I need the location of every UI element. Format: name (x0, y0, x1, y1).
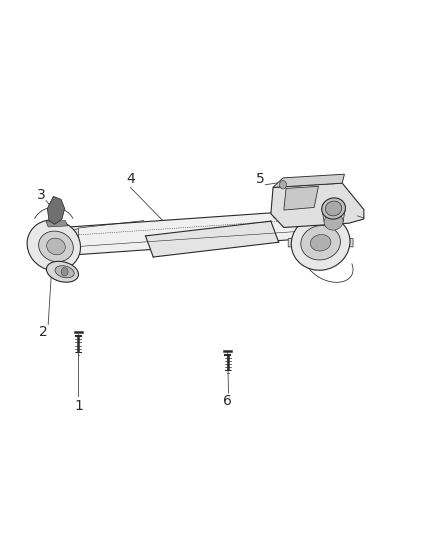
Ellipse shape (46, 261, 78, 282)
Polygon shape (284, 187, 318, 210)
Polygon shape (273, 174, 344, 188)
Polygon shape (59, 209, 318, 256)
Ellipse shape (325, 201, 342, 216)
Text: 2: 2 (39, 326, 48, 340)
Circle shape (61, 268, 68, 276)
Ellipse shape (301, 225, 340, 260)
Ellipse shape (291, 215, 350, 270)
Polygon shape (47, 196, 65, 224)
Ellipse shape (46, 238, 65, 255)
Text: 5: 5 (256, 173, 265, 187)
Ellipse shape (324, 213, 343, 230)
Ellipse shape (39, 231, 73, 262)
Text: 4: 4 (126, 173, 135, 187)
Text: 1: 1 (74, 399, 83, 413)
Circle shape (279, 181, 286, 189)
Ellipse shape (55, 265, 74, 278)
Ellipse shape (322, 198, 346, 219)
Polygon shape (66, 229, 78, 243)
Polygon shape (340, 238, 353, 247)
Polygon shape (288, 238, 301, 247)
Ellipse shape (27, 220, 81, 271)
Polygon shape (271, 183, 364, 228)
Ellipse shape (311, 235, 331, 251)
Text: 6: 6 (223, 394, 232, 408)
Polygon shape (145, 221, 279, 257)
Text: 3: 3 (37, 188, 46, 203)
Polygon shape (46, 221, 67, 227)
